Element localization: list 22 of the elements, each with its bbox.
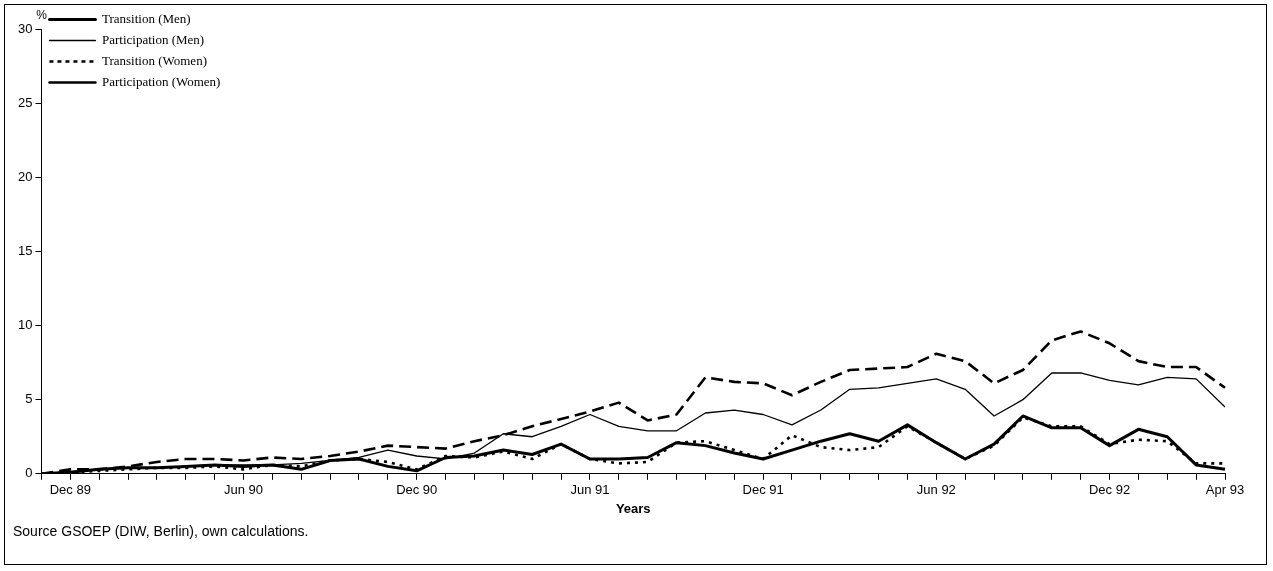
y-tick-label: 30 — [17, 20, 33, 36]
x-tick-label: Dec 90 — [396, 482, 438, 498]
x-tick-label: Jun 91 — [570, 482, 610, 498]
y-tick-label: 10 — [17, 317, 33, 333]
x-tick-label: Dec 91 — [742, 482, 784, 498]
y-tick-label: 20 — [17, 168, 33, 184]
legend-label: Participation (Women) — [101, 73, 221, 89]
y-tick-label: 5 — [25, 391, 33, 407]
x-tick-label: Jun 90 — [224, 482, 264, 498]
y-tick-label: 0 — [25, 465, 33, 481]
legend-label: Transition (Women) — [101, 52, 207, 68]
x-tick-label: Dec 89 — [49, 482, 91, 498]
y-axis-title: % — [36, 8, 48, 22]
x-axis-title: Years — [615, 500, 651, 516]
legend-label: Participation (Men) — [101, 31, 205, 47]
x-tick-label: Jun 92 — [916, 482, 956, 498]
y-tick-label: 15 — [17, 242, 33, 258]
y-tick-label: 25 — [17, 94, 33, 110]
x-tick-label: Apr 93 — [1205, 482, 1245, 498]
source-note: Source GSOEP (DIW, Berlin), own calculations. — [13, 523, 309, 539]
legend-label: Transition (Men) — [101, 10, 191, 26]
x-tick-label: Dec 92 — [1088, 482, 1131, 498]
